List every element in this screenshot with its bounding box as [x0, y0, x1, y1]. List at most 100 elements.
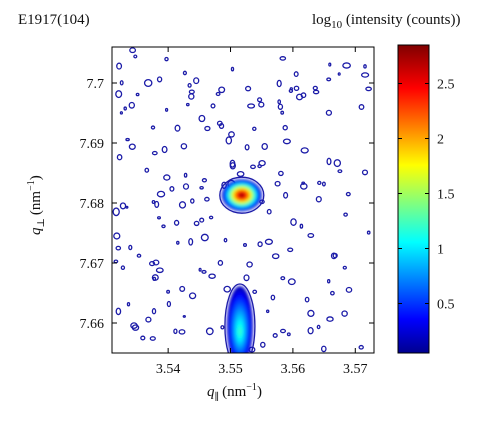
noise-contour — [258, 159, 266, 167]
noise-contour — [136, 253, 142, 258]
noise-contour — [173, 219, 180, 226]
noise-contour — [179, 285, 186, 292]
y-axis: 7.66 7.67 7.68 7.69 7.7 — [80, 77, 374, 332]
noise-contour — [307, 232, 315, 239]
noise-contour — [112, 207, 120, 217]
noise-contour — [300, 147, 309, 154]
noise-contour — [119, 111, 124, 115]
noise-contour — [321, 181, 326, 187]
noise-contour — [366, 230, 371, 235]
noise-contour — [135, 92, 140, 97]
noise-contour — [337, 72, 341, 76]
x-tick-label: 3.57 — [343, 362, 368, 377]
noise-contour — [180, 143, 188, 150]
noise-contour — [215, 91, 221, 97]
noise-contour — [166, 289, 171, 294]
plot-area — [111, 46, 375, 354]
noise-contour — [342, 62, 351, 69]
peak-layer — [219, 176, 265, 353]
noise-contour — [342, 265, 347, 270]
noise-contour — [161, 145, 168, 154]
colorbar-title: log10 (intensity (counts)) — [312, 12, 460, 31]
noise-contour — [218, 86, 226, 94]
noise-contour — [151, 150, 158, 156]
noise-contour — [185, 102, 190, 107]
noise-contour — [326, 157, 332, 166]
peak — [226, 286, 253, 353]
noise-contour — [116, 62, 123, 70]
noise-contour — [260, 341, 266, 348]
noise-contour — [247, 103, 256, 109]
noise-contour — [113, 232, 121, 240]
noise-contour — [190, 198, 195, 204]
noise-contour — [333, 159, 342, 168]
noise-contour — [163, 174, 171, 181]
noise-contour — [199, 217, 205, 223]
noise-contour — [126, 301, 131, 307]
noise-contour — [282, 138, 291, 145]
noise-contour — [188, 93, 195, 100]
colorbar-tick-label: 1 — [437, 243, 444, 258]
noise-contour — [174, 124, 181, 132]
noise-contour — [326, 278, 331, 284]
noise-contour — [145, 316, 152, 323]
noise-contour — [143, 78, 153, 88]
x-tick-label: 3.55 — [218, 362, 243, 377]
colorbar-tick-label: 0.5 — [437, 298, 455, 313]
noise-contour — [337, 169, 343, 174]
noise-contour — [290, 218, 297, 226]
x-tick-label: 3.56 — [281, 362, 306, 377]
noise-contour — [193, 220, 200, 227]
noise-contour — [293, 71, 299, 78]
noise-contour — [265, 309, 270, 314]
noise-contour — [156, 190, 166, 198]
noise-contour — [201, 178, 208, 183]
noise-contour — [205, 327, 214, 336]
noise-contour — [307, 326, 314, 335]
noise-contour — [345, 191, 351, 197]
peak-contour-level — [239, 193, 244, 197]
noise-contour — [156, 76, 163, 83]
noise-contour — [225, 136, 233, 145]
noise-contour — [199, 186, 204, 190]
noise-contour — [223, 285, 232, 293]
y-axis-label: q⊥(nm−1) — [26, 175, 47, 235]
noise-contour — [244, 85, 252, 92]
x-tick-label: 3.54 — [156, 362, 181, 377]
noise-contour — [341, 310, 348, 317]
noise-contour — [246, 261, 253, 268]
peak-outline — [224, 283, 256, 353]
colorbar-tick-label: 1.5 — [437, 188, 455, 203]
noise-contour — [326, 77, 332, 82]
noise-contour — [252, 289, 258, 295]
noise-contour — [204, 196, 210, 202]
noise-contour — [295, 93, 304, 101]
noise-contour — [128, 143, 136, 150]
noise-contour — [188, 292, 197, 300]
noise-contour — [280, 110, 285, 115]
noise-contour — [252, 126, 257, 132]
contour-layer — [112, 47, 372, 353]
noise-contour — [244, 144, 250, 151]
noise-contour — [119, 202, 127, 210]
noise-contour — [287, 247, 294, 253]
noise-contour — [156, 216, 162, 220]
noise-contour — [279, 56, 287, 61]
noise-contour — [187, 82, 192, 88]
noise-contour — [128, 244, 133, 251]
noise-contour — [258, 101, 265, 108]
noise-contour — [133, 54, 138, 59]
x-axis-label: q∥ (nm−1) — [207, 382, 262, 403]
noise-contour — [316, 324, 321, 330]
noise-contour — [119, 80, 124, 86]
noise-contour — [243, 274, 250, 282]
noise-contour — [280, 276, 286, 281]
noise-contour — [173, 328, 178, 335]
noise-contour — [279, 328, 287, 334]
noise-contour — [182, 70, 187, 76]
noise-contour — [183, 172, 188, 178]
noise-contour — [360, 72, 370, 78]
noise-contour — [361, 169, 369, 176]
noise-contour — [151, 274, 159, 281]
noise-contour — [289, 87, 293, 91]
